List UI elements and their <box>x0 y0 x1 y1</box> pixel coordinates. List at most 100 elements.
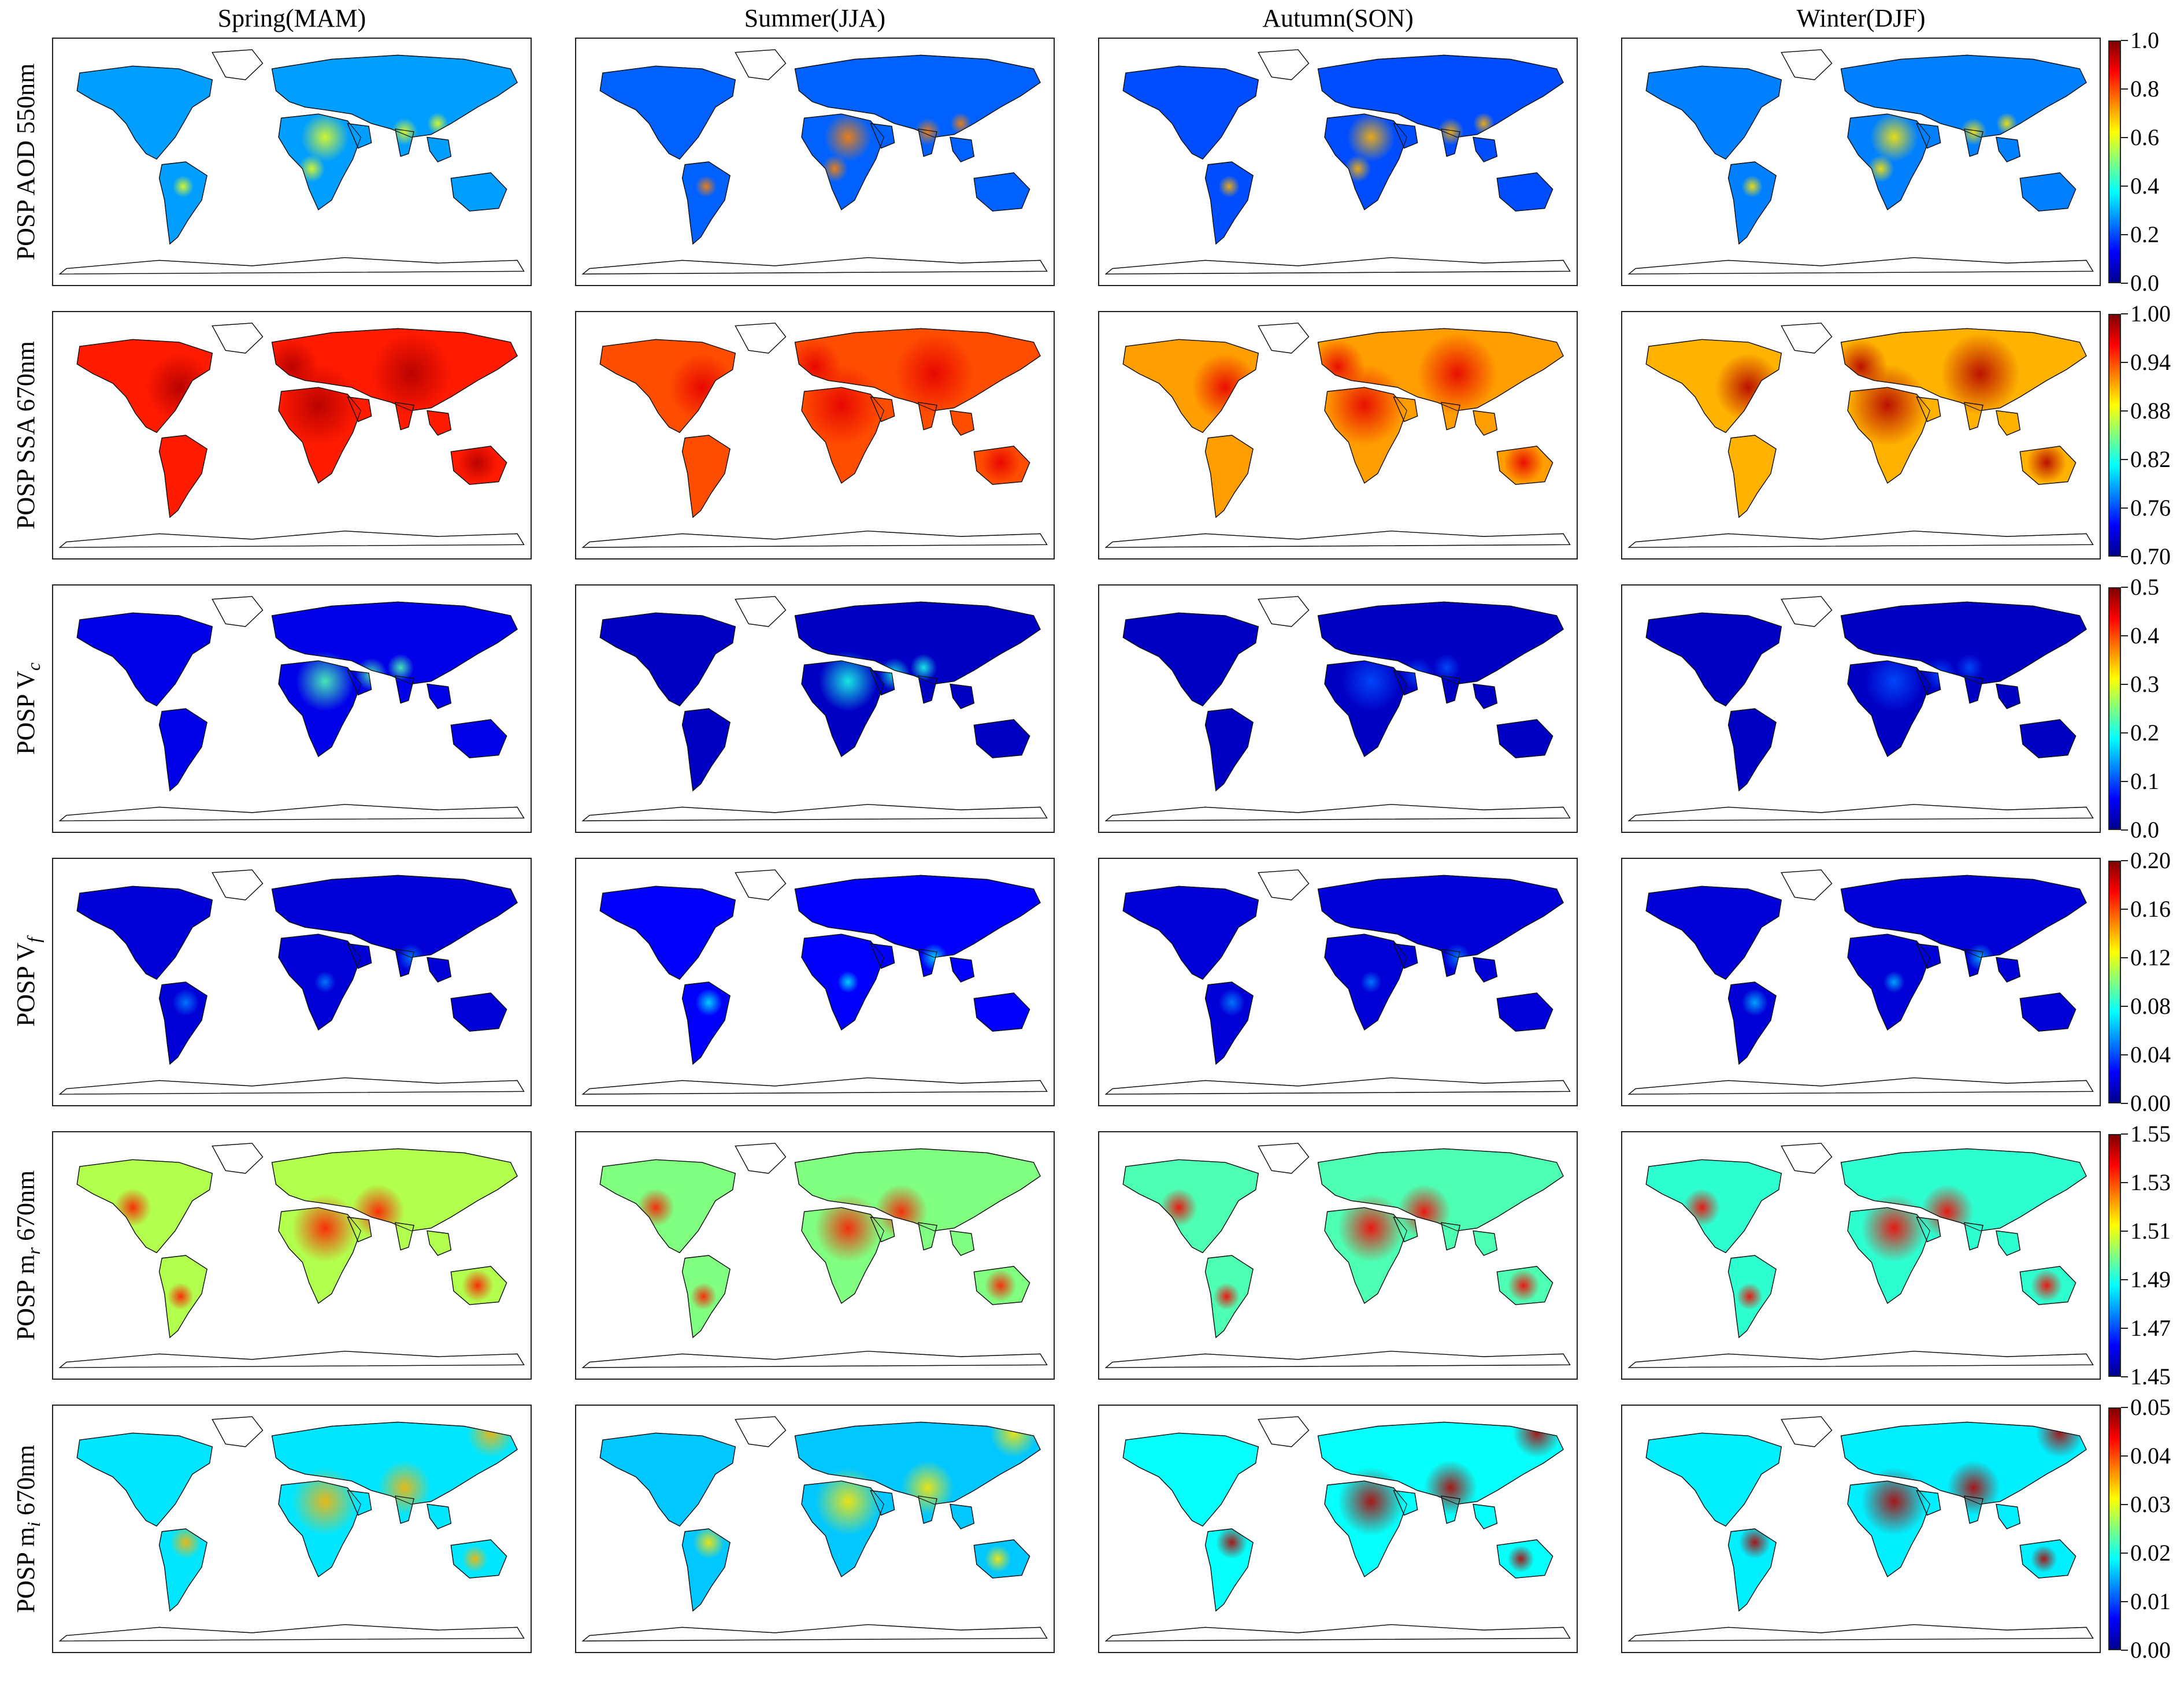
world-map <box>58 1416 525 1642</box>
coastline-northAmerica <box>599 612 736 707</box>
coastline-india <box>1964 949 1983 977</box>
coastline-australia <box>1496 446 1553 485</box>
world-map <box>1627 323 2094 548</box>
coastline-northAmerica <box>76 612 213 707</box>
colorbar-tick-mark <box>2121 1054 2128 1055</box>
coastline-seAsia <box>1473 957 1497 983</box>
colorbar-tick-mark <box>2121 283 2128 284</box>
hotspot <box>914 118 941 146</box>
coastline-northAmerica <box>1645 339 1782 434</box>
colorbar-tick-label: 0.16 <box>2130 896 2171 922</box>
map-panel-vf-0 <box>52 858 532 1106</box>
world-map <box>58 323 525 548</box>
hotspot <box>815 1467 881 1536</box>
colorbar-tick-label: 1.55 <box>2130 1121 2171 1147</box>
coastline-seAsia <box>427 957 451 983</box>
coastline-seAsia <box>950 136 974 162</box>
map-panel-aod-3 <box>1621 38 2101 286</box>
hotspot <box>1715 353 1782 422</box>
coastline-europeAsia <box>794 1421 1041 1505</box>
continent-australia <box>1496 719 1553 758</box>
hotspot <box>1360 971 1382 993</box>
hotspot <box>1683 1188 1720 1227</box>
continent-greenland <box>212 869 264 901</box>
hotspot-layer <box>172 112 448 198</box>
coastline-greenland <box>1781 323 1833 354</box>
coastline-africa <box>278 660 361 757</box>
coastline-australia <box>450 992 507 1032</box>
coastline-southAmerica <box>681 1528 731 1612</box>
coastline-africa <box>1847 1207 1930 1304</box>
coastline-india <box>918 402 937 431</box>
colorbar-tick-label: 1.45 <box>2130 1364 2171 1390</box>
coastline-antarctica <box>581 1351 1048 1368</box>
coastline-seAsia <box>1996 410 2020 436</box>
coastline-greenland <box>735 1143 787 1174</box>
coastline-africa <box>1847 113 1930 210</box>
coastline-africa <box>801 387 884 484</box>
coastline-arabia <box>347 1490 372 1516</box>
coastline-africa <box>278 933 361 1031</box>
continent-northAmerica <box>599 612 736 707</box>
coastline-greenland <box>735 323 787 354</box>
hotspot <box>387 654 414 681</box>
coastline-southAmerica <box>1727 981 1777 1065</box>
continent-greenland <box>1258 1143 1310 1174</box>
colorbar-tick-mark <box>2121 781 2128 782</box>
coastline-southAmerica <box>158 1528 207 1612</box>
coastline-greenland <box>1258 323 1310 354</box>
map-panel-vf-3 <box>1621 858 2101 1106</box>
continent-greenland <box>1781 1416 1833 1447</box>
hotspot <box>292 1467 358 1536</box>
coastline-arabia <box>1916 1217 1941 1243</box>
hotspot <box>2035 1422 2084 1458</box>
coastline-arabia <box>1916 1490 1941 1516</box>
coastline-greenland <box>1258 1143 1310 1174</box>
coastline-antarctica <box>1627 1077 2094 1095</box>
colorbar-tick-mark <box>2121 1328 2128 1329</box>
coastline-southAmerica <box>1204 981 1254 1065</box>
colorbar-tick-label: 1.49 <box>2130 1266 2171 1292</box>
coastline-arabia <box>347 123 372 149</box>
coastline-antarctica <box>58 1624 525 1642</box>
colorbar-tick-mark <box>2121 635 2128 636</box>
hotspot <box>901 1460 954 1516</box>
continent-northAmerica <box>1645 612 1782 707</box>
hotspot <box>1213 1283 1240 1310</box>
hotspot <box>669 353 736 422</box>
hotspot <box>301 112 349 162</box>
row-label-subscript: i <box>23 1521 44 1527</box>
colorbar-tick-mark <box>2121 1650 2128 1651</box>
coastline-southAmerica <box>1204 435 1254 518</box>
coastline-australia <box>2019 992 2077 1032</box>
coastline-northAmerica <box>599 886 736 980</box>
coastline-africa <box>801 660 884 757</box>
coastline-africa <box>801 1207 884 1304</box>
hotspot <box>2030 1545 2057 1573</box>
hotspot <box>2030 1269 2063 1302</box>
continent-australia <box>973 719 1030 758</box>
hotspot <box>1736 1283 1763 1310</box>
world-map <box>581 1143 1048 1368</box>
hotspot <box>690 1283 717 1310</box>
hotspot <box>461 1269 494 1302</box>
coastline-southAmerica <box>158 1255 207 1339</box>
continent-australia <box>2019 992 2077 1032</box>
hotspot <box>1867 155 1894 183</box>
coastline-northAmerica <box>76 1432 213 1527</box>
continent-northAmerica <box>599 886 736 980</box>
continent-greenland <box>1258 1416 1310 1447</box>
row-label-mr: POSP mr 670nm <box>9 1120 44 1391</box>
coastline-india <box>918 128 937 157</box>
hotspot <box>1338 1194 1404 1262</box>
coastline-greenland <box>212 1143 264 1174</box>
coastline-antarctica <box>1627 1624 2094 1642</box>
continent-greenland <box>1258 869 1310 901</box>
hotspot <box>314 971 336 993</box>
row-label-ssa: POSP SSA 670nm <box>9 299 43 571</box>
column-title-2: Autumn(SON) <box>1262 4 1414 32</box>
continent-australia <box>450 992 507 1032</box>
coastline-seAsia <box>950 957 974 983</box>
world-map <box>1627 869 2094 1095</box>
